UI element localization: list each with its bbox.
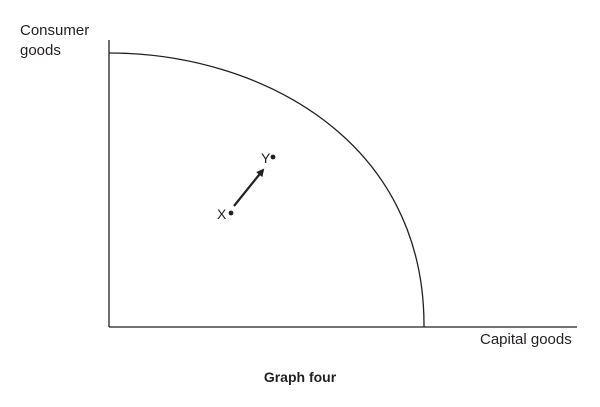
point-y-dot <box>270 154 276 160</box>
y-axis-label-line-2: goods <box>20 42 61 59</box>
point-x-dot <box>228 210 234 216</box>
point-x-label: X <box>217 206 227 222</box>
figure-caption: Graph four <box>263 369 337 385</box>
y-axis-label: Consumer goods <box>20 21 110 61</box>
x-axis-label: Capital goods <box>480 331 572 348</box>
movement-arrow <box>233 168 265 207</box>
y-axis-label-line-1: Consumer <box>20 22 90 39</box>
ppf-curve <box>108 52 425 328</box>
point-y-label: Y <box>261 150 271 166</box>
